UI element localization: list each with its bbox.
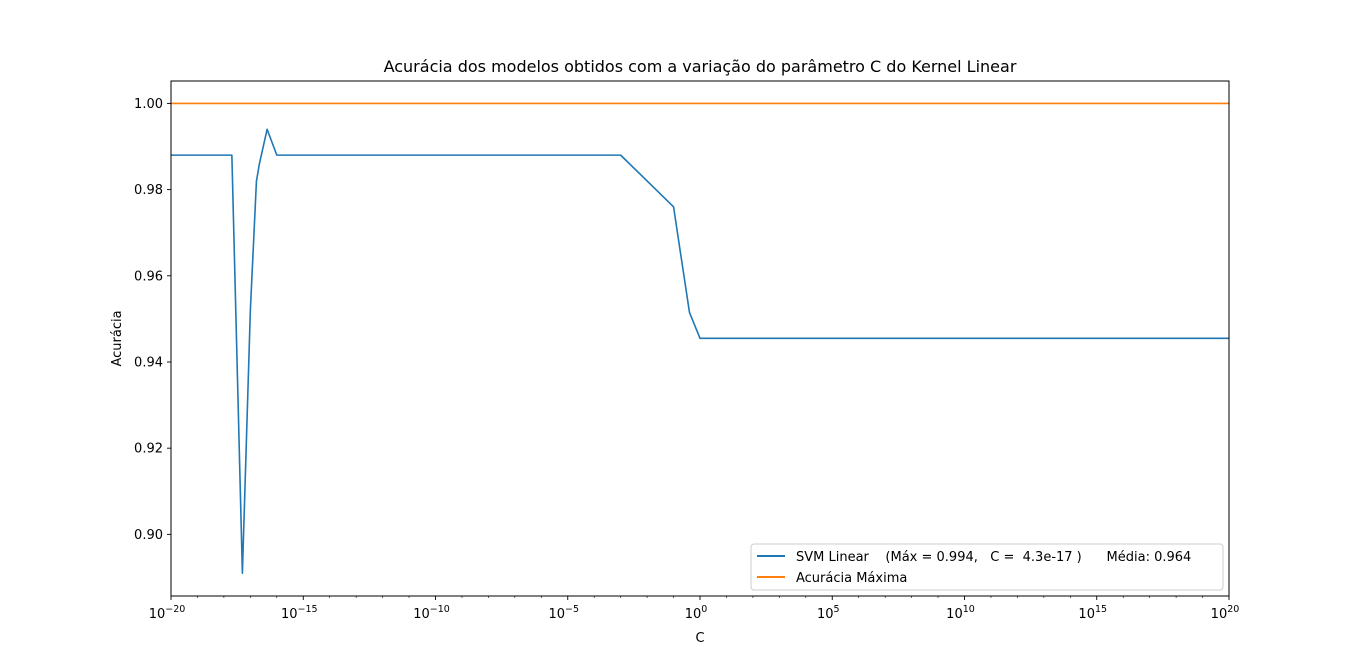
y-tick-label: 0.96	[134, 269, 163, 284]
legend-box	[750, 543, 1224, 591]
x-tick-label: 10−5	[548, 604, 579, 622]
x-tick-label: 100	[685, 604, 708, 622]
legend: SVM Linear (Máx = 0.994, C = 4.3e-17 ) M…	[750, 543, 1224, 591]
x-tick-label: 10−20	[149, 604, 186, 622]
series-line-svm-linear	[171, 128, 1229, 574]
y-axis-ticks: 0.90 0.92 0.94 0.96 0.98 1.00	[134, 97, 171, 543]
chart-title: Acurácia dos modelos obtidos com a varia…	[384, 57, 1017, 76]
y-tick-label: 0.92	[134, 442, 163, 457]
x-tick-label: 105	[817, 604, 840, 622]
x-tick-label: 1010	[946, 604, 975, 622]
y-tick-label: 1.00	[134, 97, 163, 112]
y-tick-label: 0.94	[134, 355, 163, 370]
y-axis-label: Acurácia	[110, 310, 125, 366]
x-axis-ticks: 10−20 10−15 10−10 10−5 100 105 1010 1015 1020	[149, 596, 1240, 622]
x-axis-label: C	[695, 631, 704, 646]
legend-label-svm-linear: SVM Linear (Máx = 0.994, C = 4.3e-17 ) M…	[796, 550, 1191, 565]
x-tick-label: 10−10	[413, 604, 450, 622]
y-tick-label: 0.98	[134, 183, 163, 198]
x-tick-label: 1020	[1211, 604, 1240, 622]
y-tick-label: 0.90	[134, 528, 163, 543]
x-tick-label: 1015	[1078, 604, 1107, 622]
legend-label-acuracia-maxima: Acurácia Máxima	[796, 571, 907, 586]
x-tick-label: 10−15	[281, 604, 318, 622]
plot-lines	[171, 102, 1229, 574]
